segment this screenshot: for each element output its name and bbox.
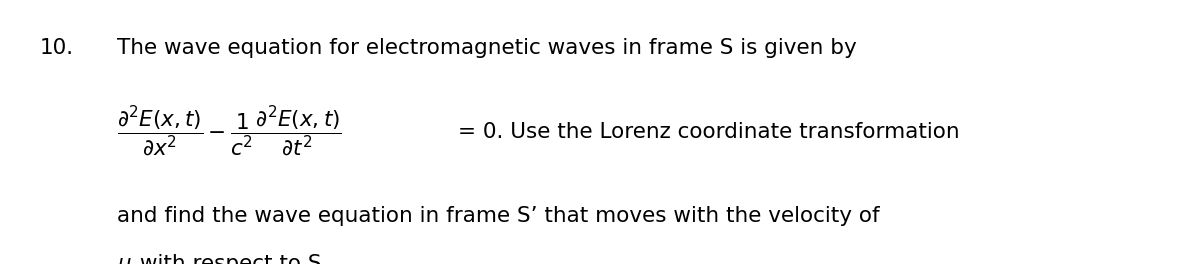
Text: The wave equation for electromagnetic waves in frame S is given by: The wave equation for electromagnetic wa…: [117, 37, 857, 58]
Text: = 0. Use the Lorenz coordinate transformation: = 0. Use the Lorenz coordinate transform…: [458, 122, 960, 142]
Text: 10.: 10.: [39, 37, 74, 58]
Text: $\dfrac{\partial^2 E(x,t)}{\partial x^2} - \dfrac{1}{c^2}\dfrac{\partial^2 E(x,t: $\dfrac{\partial^2 E(x,t)}{\partial x^2}…: [117, 105, 342, 159]
Text: and find the wave equation in frame S’ that moves with the velocity of: and find the wave equation in frame S’ t…: [117, 206, 879, 227]
Text: with respect to S.: with respect to S.: [133, 254, 328, 264]
Text: $u$: $u$: [117, 254, 131, 264]
